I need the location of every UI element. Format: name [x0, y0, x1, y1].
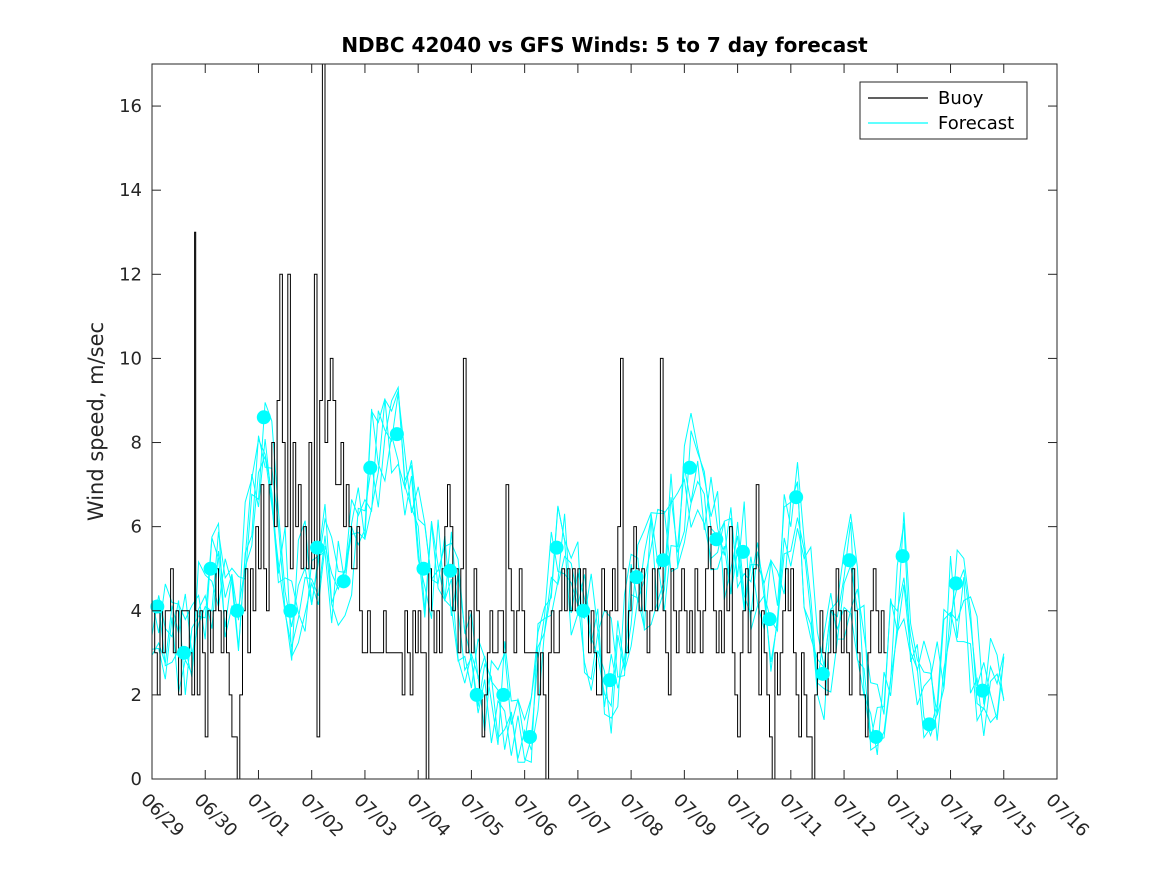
x-tick-label: 07/03 — [349, 790, 401, 842]
forecast-point — [363, 460, 378, 475]
forecast-point — [815, 666, 830, 681]
forecast-point — [283, 603, 298, 618]
forecast-point — [789, 490, 804, 505]
legend-box — [859, 81, 1028, 140]
x-tick-label: 07/12 — [829, 790, 881, 842]
x-tick-label: 07/05 — [456, 790, 508, 842]
forecast-point — [975, 683, 990, 698]
forecast-point — [762, 612, 777, 627]
forecast-point — [895, 549, 910, 564]
forecast-point — [735, 544, 750, 559]
forecast-point — [150, 599, 165, 614]
x-tick-label: 07/09 — [669, 790, 721, 842]
x-tick-label: 07/06 — [509, 790, 561, 842]
forecast-point — [656, 553, 671, 568]
x-tick-label: 07/04 — [403, 790, 455, 842]
x-tick-label: 07/14 — [935, 790, 987, 842]
x-tick-label: 07/10 — [722, 790, 774, 842]
x-tick-label: 07/07 — [562, 790, 614, 842]
legend-label-forecast: Forecast — [938, 113, 1014, 134]
plot-data-layer — [150, 63, 1005, 780]
forecast-point — [602, 673, 617, 688]
y-tick-label: 2 — [131, 685, 142, 706]
forecast-point — [869, 729, 883, 744]
x-tick-label: 07/08 — [616, 790, 668, 842]
y-tick-label: 6 — [131, 517, 142, 538]
forecast-point — [496, 687, 511, 702]
forecast-point — [336, 574, 351, 589]
axes-box — [151, 63, 1058, 780]
x-tick-label: 07/01 — [243, 790, 295, 842]
chart-title: NDBC 42040 vs GFS Winds: 5 to 7 day fore… — [341, 33, 868, 57]
y-axis-ticks: 0 2 4 6 8 10 12 14 16 — [119, 96, 1057, 790]
y-tick-label: 8 — [131, 433, 142, 454]
forecast-line — [151, 385, 1005, 755]
forecast-point — [522, 729, 537, 744]
forecast-point — [842, 553, 857, 568]
forecast-point — [203, 561, 218, 576]
forecast-point — [443, 563, 458, 578]
forecast-point — [682, 460, 697, 475]
x-tick-label: 07/02 — [296, 790, 348, 842]
forecast-point — [948, 576, 963, 591]
x-axis-ticks: 06/29 06/30 07/01 07/02 07/03 07/04 07/05 07/06… — [136, 64, 1093, 841]
forecast-point — [629, 570, 644, 585]
forecast-point — [709, 532, 724, 547]
legend: Buoy Forecast — [859, 81, 1028, 140]
y-tick-label: 12 — [119, 264, 142, 285]
y-tick-label: 16 — [119, 96, 142, 117]
forecast-point — [230, 603, 245, 618]
forecast-point — [256, 410, 271, 425]
forecast-point — [389, 427, 404, 442]
forecast-point — [922, 717, 937, 732]
legend-label-buoy: Buoy — [938, 88, 984, 109]
x-tick-label: 07/13 — [882, 790, 934, 842]
buoy-line — [152, 63, 887, 780]
x-tick-label: 06/29 — [136, 790, 188, 842]
y-axis-label: Wind speed, m/sec — [84, 322, 108, 521]
x-tick-label: 07/16 — [1041, 790, 1093, 842]
x-tick-label: 07/11 — [775, 790, 827, 842]
y-tick-label: 4 — [131, 601, 142, 622]
forecast-point — [176, 645, 191, 660]
y-tick-label: 0 — [131, 769, 142, 790]
y-tick-label: 10 — [119, 348, 142, 369]
y-tick-label: 14 — [119, 180, 142, 201]
x-tick-label: 06/30 — [190, 790, 242, 842]
forecast-point — [469, 687, 484, 702]
x-tick-label: 07/15 — [988, 790, 1040, 842]
forecast-point — [416, 561, 431, 576]
forecast-point — [549, 540, 564, 555]
forecast-point — [310, 540, 325, 555]
forecast-point — [576, 603, 591, 618]
